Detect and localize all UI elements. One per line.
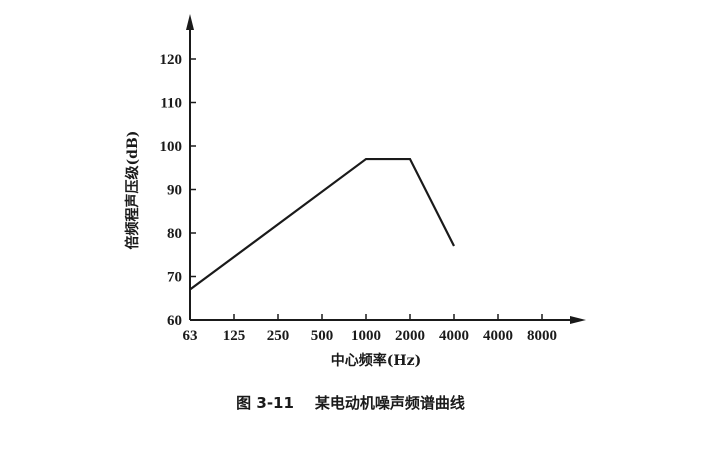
y-ticks: 60 70 80 90 100 110 120 [160, 52, 196, 329]
x-tick-label: 1000 [351, 328, 381, 344]
y-axis-arrow-icon [186, 14, 194, 30]
x-ticks: 63 125 250 500 1000 2000 4000 4000 8000 [183, 314, 557, 344]
y-tick-label: 70 [167, 270, 182, 286]
axes [186, 14, 586, 324]
y-axis-label: 倍频程声压级(dB) [124, 131, 141, 250]
y-tick-label: 120 [160, 52, 183, 68]
x-tick-label: 4000 [483, 328, 513, 344]
x-tick-label: 2000 [395, 328, 425, 344]
x-tick-label: 125 [223, 328, 246, 344]
x-tick-label: 4000 [439, 328, 469, 344]
x-tick-label: 250 [267, 328, 290, 344]
y-tick-label: 100 [160, 139, 183, 155]
x-tick-label: 8000 [527, 328, 557, 344]
caption-text: 某电动机噪声频谱曲线 [314, 394, 465, 412]
x-axis-label: 中心频率(Hz) [331, 352, 421, 369]
y-tick-label: 110 [160, 96, 182, 112]
y-tick-label: 60 [167, 313, 182, 329]
x-tick-label: 63 [183, 328, 198, 344]
x-axis-arrow-icon [570, 316, 586, 324]
x-tick-label: 500 [311, 328, 334, 344]
y-tick-label: 80 [167, 226, 182, 242]
figure-caption: 图 3-11 某电动机噪声频谱曲线 [0, 392, 701, 413]
y-tick-label: 90 [167, 183, 182, 199]
series-line [189, 157, 455, 291]
caption-number: 图 3-11 [236, 394, 294, 412]
series-layer [189, 157, 455, 291]
